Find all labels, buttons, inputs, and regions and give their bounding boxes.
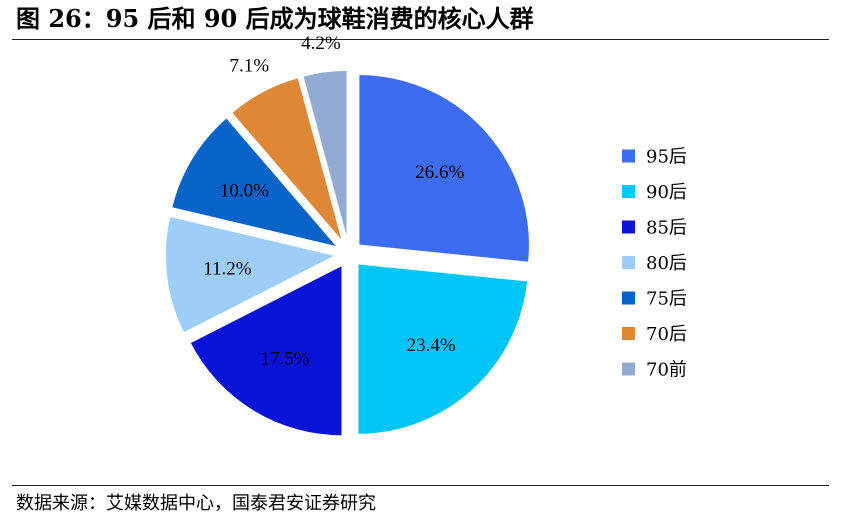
legend-label: 90后 <box>646 182 687 203</box>
data-label-95-hou: 26.6% <box>415 162 464 183</box>
slice-labels: 26.6% 23.4% 17.5% 11.2% 10.0% 7.1% 4.2% <box>203 33 464 370</box>
legend: 95后 90后 85后 80后 75后 70后 70前 <box>622 147 687 381</box>
legend-label: 70前 <box>646 360 687 381</box>
data-label-85-hou: 17.5% <box>260 348 309 369</box>
legend-item-95-hou: 95后 <box>622 147 687 168</box>
legend-swatch <box>622 327 635 340</box>
legend-item-85-hou: 85后 <box>622 218 687 239</box>
legend-label: 95后 <box>646 147 687 168</box>
data-label-70-hou: 7.1% <box>230 56 270 77</box>
data-label-90-hou: 23.4% <box>407 335 456 356</box>
data-label-80-hou: 11.2% <box>203 259 252 280</box>
legend-swatch <box>622 149 635 163</box>
legend-item-75-hou: 75后 <box>622 289 687 310</box>
figure-title: 图 26：95 后和 90 后成为球鞋消费的核心人群 <box>16 4 534 33</box>
legend-label: 70后 <box>646 324 687 345</box>
source-note: 数据来源：艾媒数据中心，国泰君安证券研究 <box>16 493 376 514</box>
data-label-75-hou: 10.0% <box>220 180 269 201</box>
pie-slice-90-hou <box>356 262 529 436</box>
legend-item-70-hou: 70后 <box>622 324 687 345</box>
pie-slice-75-hou <box>170 116 340 249</box>
legend-label: 80后 <box>646 253 687 274</box>
legend-swatch <box>622 362 635 376</box>
legend-label: 85后 <box>646 218 687 239</box>
legend-swatch <box>622 291 635 305</box>
legend-item-70-qian: 70前 <box>622 360 687 381</box>
title-divider <box>12 39 829 40</box>
source-divider <box>12 485 829 486</box>
pie-slice-95-hou <box>357 73 531 264</box>
legend-swatch <box>622 256 635 269</box>
data-label-70-qian: 4.2% <box>301 33 341 54</box>
legend-item-80-hou: 80后 <box>622 253 687 274</box>
pie-slice-70-qian <box>301 69 349 242</box>
legend-label: 75后 <box>646 289 687 310</box>
pie-slice-80-hou <box>164 215 339 335</box>
legend-item-90-hou: 90后 <box>622 182 687 203</box>
pie-slices <box>164 69 531 437</box>
pie-slice-85-hou <box>188 263 343 437</box>
pie-slice-70-hou <box>230 76 344 243</box>
legend-swatch <box>622 220 635 234</box>
legend-swatch <box>622 185 635 198</box>
